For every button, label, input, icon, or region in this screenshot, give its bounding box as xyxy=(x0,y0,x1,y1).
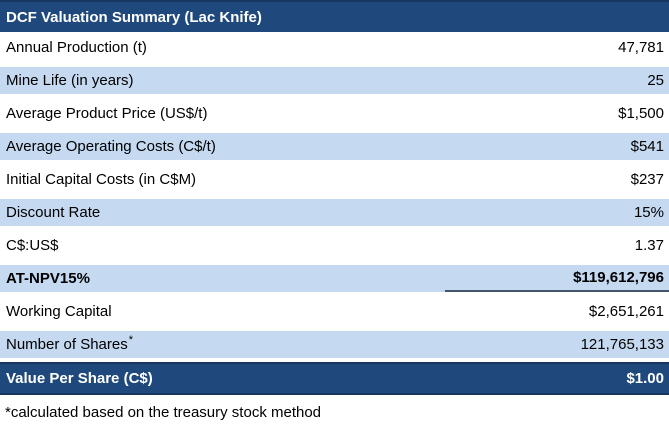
table-row-mine-life: Mine Life (in years) 25 xyxy=(0,65,669,98)
row-value: $541 xyxy=(630,138,664,155)
table-row-initial-capital-costs: Initial Capital Costs (in C$M) $237 xyxy=(0,164,669,197)
row-value: 1.37 xyxy=(634,237,664,254)
row-value: $1,500 xyxy=(618,105,664,122)
footnote-asterisk: * xyxy=(128,333,134,346)
table-row-number-of-shares: Number of Shares * 121,765,133 xyxy=(0,329,669,362)
dcf-valuation-table: Annual Production (t) 47,781 Mine Life (… xyxy=(0,32,669,395)
row-value: $1.00 xyxy=(626,370,664,387)
row-label: Average Operating Costs (C$/t) xyxy=(6,138,216,155)
table-row-annual-production: Annual Production (t) 47,781 xyxy=(0,32,669,65)
row-value: 25 xyxy=(647,72,664,89)
table-row-avg-operating-costs: Average Operating Costs (C$/t) $541 xyxy=(0,131,669,164)
table-row-value-per-share: Value Per Share (C$) $1.00 xyxy=(0,362,669,395)
row-label: Value Per Share (C$) xyxy=(6,370,153,387)
row-label: C$:US$ xyxy=(6,237,59,254)
table-row-at-npv: AT-NPV15% $119,612,796 xyxy=(0,263,669,296)
row-label: Discount Rate xyxy=(6,204,101,221)
footnote: *calculated based on the treasury stock … xyxy=(5,404,322,421)
row-value: $119,612,796 xyxy=(445,265,669,292)
row-label: AT-NPV15% xyxy=(6,270,90,287)
table-row-avg-product-price: Average Product Price (US$/t) $1,500 xyxy=(0,98,669,131)
row-label: Initial Capital Costs (in C$M) xyxy=(6,171,197,188)
row-value: $2,651,261 xyxy=(588,303,664,320)
row-label-text: Number of Shares xyxy=(6,336,128,353)
table-row-discount-rate: Discount Rate 15% xyxy=(0,197,669,230)
row-label: Mine Life (in years) xyxy=(6,72,134,89)
table-header: DCF Valuation Summary (Lac Knife) xyxy=(0,0,669,32)
row-label: Number of Shares * xyxy=(0,331,445,358)
table-row-working-capital: Working Capital $2,651,261 xyxy=(0,296,669,329)
row-label: Annual Production (t) xyxy=(6,39,147,56)
row-value: 15% xyxy=(633,204,664,221)
row-value: 121,765,133 xyxy=(580,336,664,353)
row-value: 47,781 xyxy=(618,39,664,56)
page-title: DCF Valuation Summary (Lac Knife) xyxy=(6,8,262,26)
row-label: Working Capital xyxy=(6,303,112,320)
row-value: $237 xyxy=(630,171,664,188)
table-row-exchange-rate: C$:US$ 1.37 xyxy=(0,230,669,263)
row-label: Average Product Price (US$/t) xyxy=(6,105,208,122)
